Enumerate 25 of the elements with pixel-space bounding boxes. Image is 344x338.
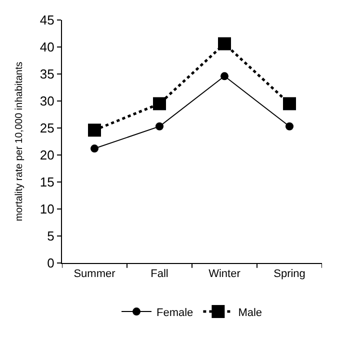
y-tick-label: 20 xyxy=(40,148,54,163)
point xyxy=(286,122,294,130)
y-tick-label: 5 xyxy=(47,228,54,244)
y-tick-label: 0 xyxy=(47,256,54,271)
x-tick-label: Spring xyxy=(274,268,306,280)
y-tick-label: 35 xyxy=(40,66,54,82)
x-tick-label: Winter xyxy=(208,268,241,280)
point xyxy=(88,124,101,137)
y-axis-title: mortality rate per 10,000 inhabitants xyxy=(14,62,25,222)
legend-label: Male xyxy=(238,306,262,319)
y-tick-label: 15 xyxy=(40,174,54,190)
point xyxy=(283,97,296,110)
y-tick-label: 25 xyxy=(40,120,54,136)
point xyxy=(153,97,166,110)
y-tick-label: 10 xyxy=(40,202,54,217)
y-tick-label: 45 xyxy=(40,12,54,28)
point xyxy=(156,122,164,130)
point xyxy=(218,37,231,50)
legend-label: Female xyxy=(156,306,194,319)
x-tick-label: Fall xyxy=(150,268,168,280)
point xyxy=(220,72,228,80)
y-tick-label: 30 xyxy=(40,94,54,109)
point xyxy=(90,144,98,153)
y-tick-label: 40 xyxy=(40,40,54,55)
x-tick-label: Summer xyxy=(74,268,116,280)
